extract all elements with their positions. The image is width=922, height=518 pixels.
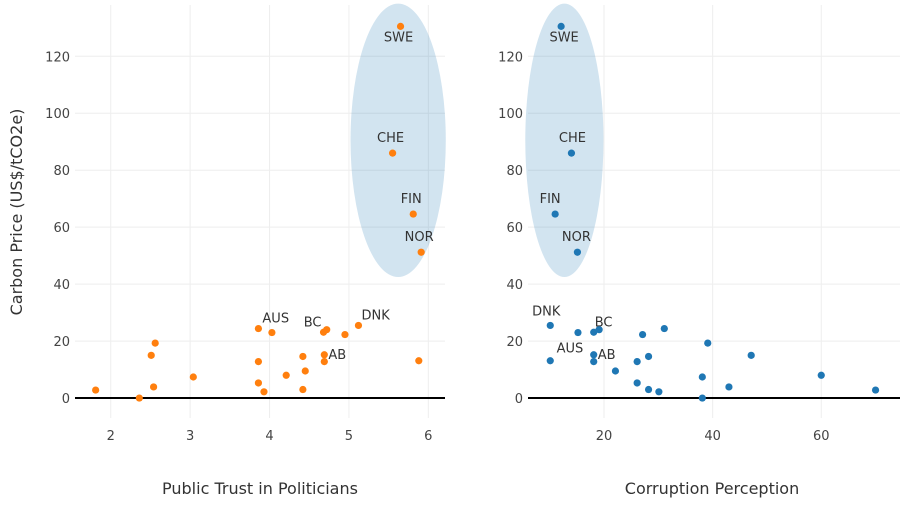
x-tick-label: 5 [345,429,353,444]
data-point [341,330,349,339]
data-point [546,357,554,365]
y-tick-label: 120 [498,50,523,65]
data-point [644,352,653,361]
highlight-ellipse [350,3,446,278]
data-point [698,373,706,381]
y-tick-label: 0 [515,392,523,407]
data-point [268,328,276,337]
point-label: CHE [377,131,404,146]
data-point [817,371,825,379]
x-axis-title: Public Trust in Politicians [162,479,358,498]
x-tick-label: 2 [107,429,115,444]
data-point [574,328,582,337]
data-point [698,394,706,402]
data-point [254,358,263,366]
data-point [611,367,620,375]
y-tick-label: 20 [506,335,523,350]
data-point [254,379,263,387]
data-point [567,149,576,157]
panel-1: 0 20 40 60 80 100 120 2 3 4 5 6 AUS BC AB DNK SWE CHE FIN N… [7,3,446,498]
point-label: NOR [562,230,591,245]
x-tick-label: 20 [596,429,613,444]
data-point [354,321,363,330]
y-tick-label: 40 [506,278,523,293]
data-point [590,358,598,366]
y-tick-label: 80 [506,164,523,179]
point-label: FIN [401,192,422,207]
point-label: NOR [405,230,434,245]
point-label: AUS [557,342,584,357]
y-tick-label: 80 [53,164,70,179]
data-point [546,321,554,330]
data-point [871,386,880,394]
point-label: BC [304,315,322,330]
data-point [282,371,290,379]
data-point [92,386,100,394]
point-label: FIN [540,192,561,207]
x-axis-title: Corruption Perception [625,479,799,498]
data-point [638,330,647,339]
data-point [725,383,733,391]
data-point [633,379,641,387]
x-tick-label: 60 [813,429,830,444]
data-point [260,388,268,396]
point-label: AB [328,348,346,363]
data-point [655,388,663,396]
x-tick-label: 40 [704,429,721,444]
y-tick-label: 20 [53,335,70,350]
data-point [551,210,559,218]
y-tick-label: 60 [53,221,70,236]
data-point [409,210,417,218]
point-label: DNK [361,308,390,323]
data-point [147,351,155,359]
data-point [299,385,307,394]
data-point [415,357,423,365]
data-point [189,373,197,381]
data-point [595,326,603,334]
data-point [150,383,158,391]
data-point [388,149,397,157]
data-point [301,367,309,375]
x-tick-label: 6 [424,429,432,444]
data-point [396,22,405,30]
y-tick-label: 100 [45,107,70,122]
data-point [417,248,425,256]
data-point [151,339,159,347]
y-tick-label: 120 [45,50,70,65]
point-label: SWE [549,30,578,45]
y-axis-title: Carbon Price (US$/tCO2e) [7,109,26,316]
data-point [254,324,263,333]
data-point [323,326,331,334]
data-point [320,358,328,366]
y-tick-label: 0 [62,392,70,407]
data-point [320,351,328,359]
data-point [633,358,641,366]
data-point [590,351,598,359]
point-label: DNK [532,304,561,319]
y-tick-label: 100 [498,107,523,122]
y-tick-label: 60 [506,221,523,236]
point-label: SWE [384,30,413,45]
data-point [747,351,755,359]
data-point [573,248,582,256]
point-label: AB [598,348,616,363]
data-point [299,352,307,361]
data-point [135,394,143,402]
data-point [590,328,598,336]
data-point [557,22,565,30]
data-point [660,324,668,333]
point-label: CHE [559,131,586,146]
data-point [644,385,653,394]
data-point [704,339,712,347]
x-tick-label: 4 [265,429,273,444]
highlight-ellipse [525,3,604,278]
x-tick-label: 3 [186,429,194,444]
y-tick-label: 40 [53,278,70,293]
point-label: AUS [262,312,289,327]
